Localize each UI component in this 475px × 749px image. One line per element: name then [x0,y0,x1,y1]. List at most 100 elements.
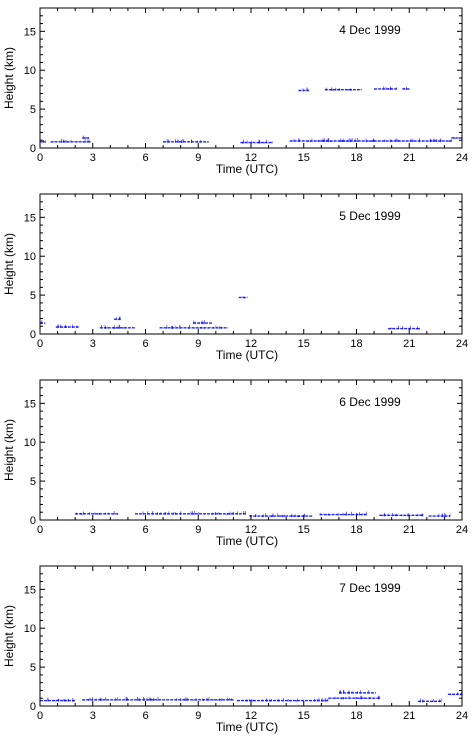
lidar-return-speckle [299,515,300,518]
lidar-return-speckle [213,699,215,701]
x-tick-label: 24 [456,710,468,722]
lidar-return-speckle [232,512,234,515]
lidar-return-speckle [195,698,197,701]
lidar-return-speckle [460,692,462,696]
lidar-return-speckle [61,327,63,328]
lidar-return-speckle [221,326,222,329]
x-tick-label: 21 [403,710,415,722]
lidar-return-speckle [316,698,318,702]
lidar-return-speckle [107,512,109,515]
lidar-return-speckle [338,88,340,91]
lidar-return-speckle [105,697,107,701]
y-axis-label: Height (km) [2,605,16,667]
lidar-return-speckle [379,696,381,700]
lidar-return-speckle [83,699,85,701]
x-tick-label: 12 [245,152,257,164]
lidar-return-speckle [429,140,431,142]
lidar-return-speckle [269,142,270,144]
lidar-return-speckle [324,138,325,142]
lidar-return-speckle [351,138,353,142]
lidar-return-speckle [391,140,393,142]
lidar-return-speckle [407,514,409,517]
y-tick-label: 0 [30,143,36,155]
lidar-return-speckle [337,513,339,516]
lidar-return-speckle [217,512,219,515]
cloud-layer-mark [82,696,234,701]
lidar-return-speckle [176,513,177,515]
lidar-return-speckle [226,697,228,701]
lidar-return-speckle [412,139,414,142]
lidar-return-speckle [97,513,99,515]
lidar-return-speckle [282,697,284,702]
x-tick-label: 15 [298,524,310,536]
y-tick-label: 5 [30,104,36,116]
lidar-return-speckle [146,697,148,701]
lidar-return-speckle [206,698,208,701]
lidar-return-speckle [47,697,49,702]
lidar-return-speckle [202,320,204,325]
x-tick-label: 21 [403,524,415,536]
lidar-return-speckle [199,322,201,325]
lidar-return-speckle [344,140,345,142]
lidar-return-speckle [384,139,386,142]
lidar-return-speckle [458,137,460,139]
x-tick-label: 21 [403,152,415,164]
lidar-return-speckle [410,325,411,330]
lidar-return-speckle [242,296,244,299]
lidar-return-speckle [304,513,305,518]
lidar-return-speckle [378,695,380,700]
lidar-return-speckle [127,697,128,701]
cloud-layer-mark [82,135,90,139]
x-tick-label: 9 [195,710,201,722]
lidar-return-speckle [213,327,214,329]
lidar-return-speckle [165,512,167,515]
lidar-return-speckle [406,87,407,90]
lidar-return-speckle [356,512,358,516]
x-tick-label: 18 [350,338,362,350]
x-tick-label: 15 [298,710,310,722]
lidar-return-speckle [271,515,272,518]
lidar-return-speckle [85,137,86,139]
lidar-return-speckle [61,138,62,143]
lidar-return-speckle [354,138,356,142]
x-tick-label: 18 [350,524,362,536]
lidar-return-speckle [453,137,455,139]
lidar-return-speckle [347,139,349,142]
lidar-return-speckle [365,511,367,516]
lidar-return-speckle [65,324,66,328]
lidar-return-speckle [185,696,187,701]
lidar-return-speckle [368,697,370,700]
lidar-return-speckle [298,90,300,92]
lidar-return-speckle [271,141,273,144]
lidar-return-speckle [396,513,397,517]
x-tick-label: 0 [37,710,43,722]
lidar-return-speckle [335,87,337,91]
lidar-return-speckle [415,328,417,330]
lidar-return-speckle [351,691,353,694]
lidar-return-speckle [252,699,254,702]
lidar-return-speckle [410,138,412,142]
lidar-return-speckle [365,138,367,142]
lidar-return-speckle [321,697,323,702]
x-tick-label: 9 [195,338,201,350]
lidar-return-speckle [302,88,304,92]
x-axis-label: Time (UTC) [216,348,278,362]
lidar-return-speckle [64,139,66,143]
y-tick-label: 10 [24,437,36,449]
lidar-return-speckle [251,140,252,144]
x-tick-label: 3 [90,152,96,164]
lidar-return-speckle [306,87,308,92]
cloud-layer-mark [298,87,310,92]
lidar-return-speckle [442,513,443,518]
lidar-return-speckle [307,88,309,92]
lidar-return-speckle [347,88,349,91]
lidar-return-speckle [180,698,182,701]
lidar-return-speckle [266,139,267,144]
lidar-return-speckle [89,511,91,515]
lidar-return-speckle [284,514,286,518]
lidar-return-speckle [319,513,321,516]
lidar-return-speckle [202,698,204,701]
lidar-return-speckle [361,513,363,516]
cloud-layer-mark [159,324,229,329]
lidar-return-speckle [219,698,220,701]
